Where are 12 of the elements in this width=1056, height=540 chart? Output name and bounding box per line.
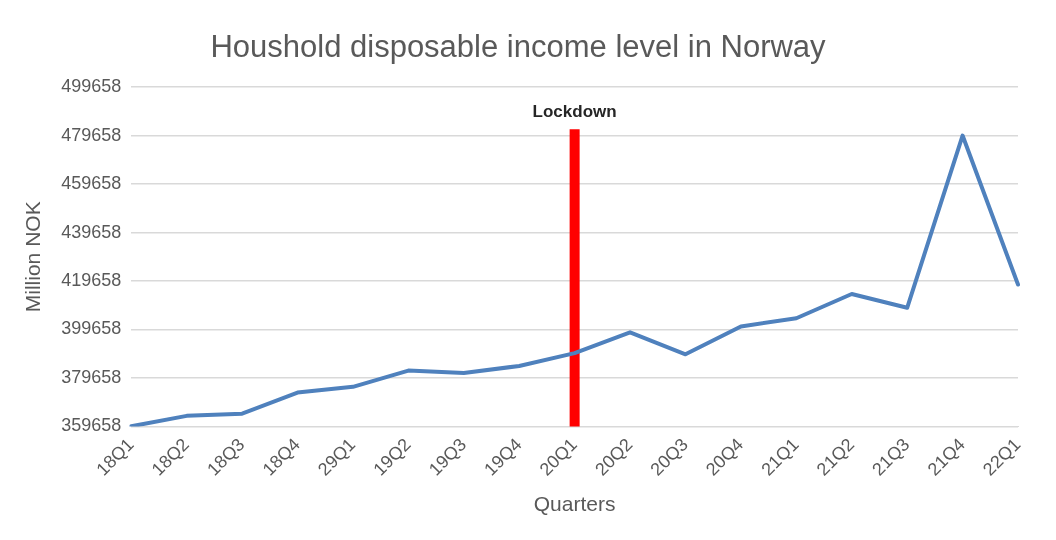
x-axis-title: Quarters <box>533 492 616 516</box>
y-tick-label: 379658 <box>61 366 122 387</box>
y-tick-label: 459658 <box>61 173 122 194</box>
y-tick-label: 419658 <box>61 269 122 290</box>
y-tick-label: 479658 <box>61 124 122 145</box>
ref-line-label: Lockdown <box>532 102 617 122</box>
y-tick-label: 439658 <box>61 221 122 242</box>
y-tick-label: 359658 <box>61 415 122 436</box>
y-tick-label: 499658 <box>61 76 122 97</box>
chart-title: Houshold disposable income level in Norway <box>210 29 827 65</box>
y-axis-title: Million NOK <box>21 201 45 313</box>
y-tick-label: 399658 <box>61 318 122 339</box>
